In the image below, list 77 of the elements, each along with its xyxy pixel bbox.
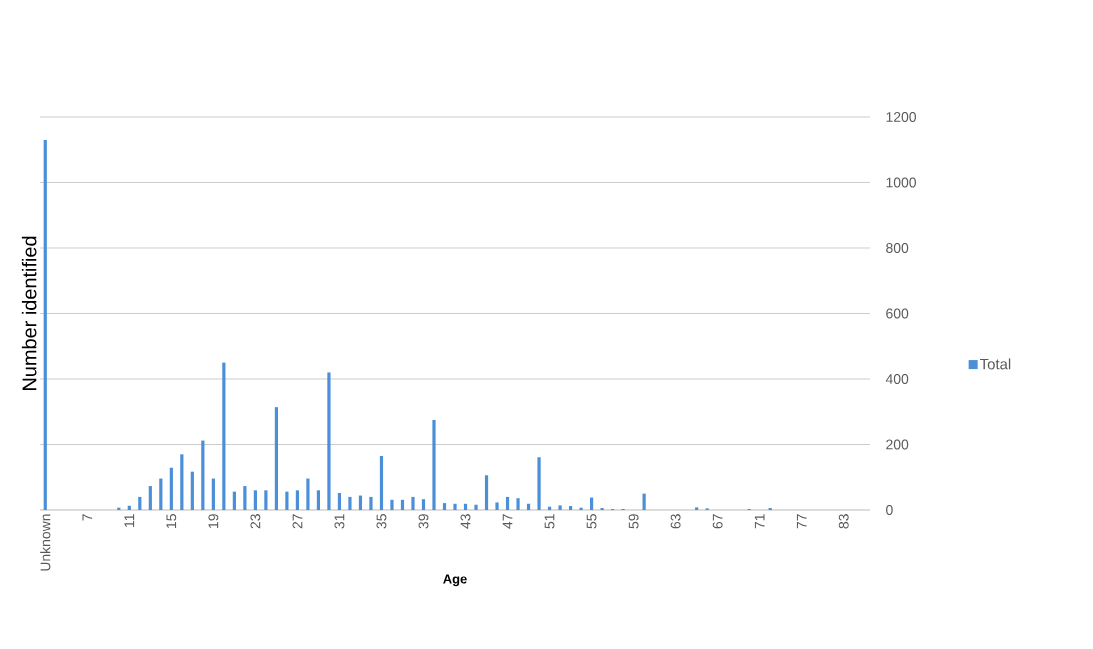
legend-label: Total	[979, 358, 1011, 370]
bar	[43, 139, 47, 510]
y-tick-label: 800	[886, 243, 909, 253]
bar	[243, 486, 247, 510]
x-tick-label: 51	[544, 514, 555, 529]
bar	[400, 499, 405, 510]
bar	[695, 507, 699, 510]
bar	[442, 503, 447, 510]
x-tick-label: 71	[754, 514, 765, 529]
bar	[453, 503, 457, 510]
bar	[432, 419, 436, 510]
bar	[463, 503, 468, 510]
bar	[348, 496, 352, 510]
bar	[138, 496, 142, 510]
y-tick-label: 1200	[886, 112, 917, 122]
bar	[306, 478, 310, 510]
bar	[505, 496, 510, 510]
bar	[358, 495, 363, 510]
bar	[495, 502, 499, 510]
x-tick-label: 19	[208, 514, 219, 528]
bar	[169, 467, 173, 510]
bar	[547, 506, 552, 510]
x-tick-label: 7	[82, 514, 93, 521]
bar	[316, 490, 321, 510]
bar	[474, 504, 478, 510]
bar	[369, 496, 373, 510]
x-tick-label: 47	[502, 514, 513, 529]
x-tick-label: 59	[628, 514, 639, 529]
x-tick-label: 39	[418, 514, 429, 529]
bar	[516, 498, 520, 510]
bar	[222, 362, 226, 510]
y-tick-label: 400	[885, 374, 909, 384]
bar	[484, 475, 489, 510]
x-tick-label: 77	[796, 514, 807, 529]
x-tick-label: 31	[334, 514, 345, 529]
x-axis-title: Age	[443, 574, 467, 587]
bar	[379, 455, 384, 510]
x-tick-label: Unknown	[40, 514, 51, 571]
y-tick-label: 200	[886, 439, 909, 450]
bar	[253, 490, 257, 510]
bar	[295, 490, 300, 510]
bar	[390, 499, 394, 510]
bar	[190, 471, 194, 510]
bar	[558, 505, 562, 510]
bar	[285, 491, 289, 510]
y-tick-label: 600	[886, 308, 909, 319]
x-tick-label: 35	[376, 514, 387, 529]
y-axis-title: Number identified	[21, 236, 37, 390]
bar	[421, 499, 426, 510]
x-tick-label: 83	[838, 514, 849, 529]
bar	[589, 497, 594, 510]
bar	[337, 492, 342, 510]
bar	[180, 454, 184, 510]
bar	[274, 407, 278, 510]
y-tick-label: 1000	[886, 177, 917, 188]
bar	[211, 478, 215, 510]
bar	[264, 490, 268, 510]
bar	[642, 493, 646, 510]
bar	[201, 440, 205, 510]
y-tick-label: 0	[886, 505, 893, 515]
x-tick-label: 23	[250, 514, 261, 529]
bar	[537, 457, 541, 510]
x-tick-label: 63	[670, 514, 681, 529]
bar	[148, 486, 152, 510]
bar	[159, 478, 163, 510]
bar	[232, 491, 236, 510]
x-tick-label: 67	[712, 514, 723, 529]
bar	[411, 496, 415, 510]
bar	[526, 503, 531, 510]
x-tick-label: 55	[586, 514, 597, 529]
x-tick-label: 11	[124, 514, 135, 527]
bar	[579, 507, 583, 510]
x-tick-label: 27	[292, 514, 303, 529]
bar	[568, 506, 573, 510]
x-tick-label: 43	[460, 514, 471, 529]
x-tick-label: 15	[166, 514, 177, 528]
bar	[327, 372, 331, 510]
